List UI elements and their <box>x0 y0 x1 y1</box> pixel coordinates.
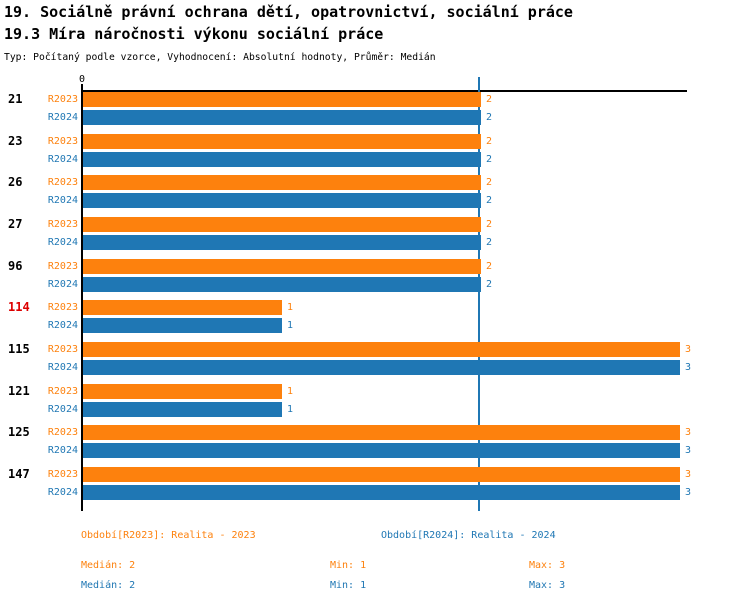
row-series-label: R2023 <box>47 219 78 230</box>
row-series-label: R2024 <box>47 279 78 290</box>
bar-value-label: 2 <box>486 94 493 105</box>
category-label: 121 <box>8 384 30 398</box>
category-label: 147 <box>8 467 30 481</box>
bar-value-label: 2 <box>486 261 493 272</box>
category-label: 115 <box>8 342 30 356</box>
bar-value-label: 3 <box>685 445 692 456</box>
category-label: 27 <box>8 217 23 231</box>
row-series-label: R2024 <box>47 487 78 498</box>
row-series-label: R2023 <box>47 469 78 480</box>
bar-value-label: 3 <box>685 344 692 355</box>
bar-r2024-114 <box>83 318 282 333</box>
bar-r2024-27 <box>83 235 481 250</box>
bar-value-label: 2 <box>486 195 493 206</box>
legend-period-r2023: Období[R2023]: Realita - 2023 <box>81 530 256 541</box>
bar-r2024-147 <box>83 485 680 500</box>
row-series-label: R2023 <box>47 136 78 147</box>
bar-value-label: 1 <box>287 320 294 331</box>
bar-r2023-96 <box>83 259 481 274</box>
bar-value-label: 2 <box>486 154 493 165</box>
legend-r2023-max: Max: 3 <box>529 560 566 571</box>
x-axis-zero-tick <box>81 84 83 90</box>
category-label: 114 <box>8 300 30 314</box>
bar-r2024-21 <box>83 110 481 125</box>
bar-value-label: 1 <box>287 386 294 397</box>
legend-r2024-median: Medián: 2 <box>81 580 136 591</box>
bar-value-label: 3 <box>685 427 692 438</box>
row-series-label: R2024 <box>47 404 78 415</box>
row-series-label: R2023 <box>47 344 78 355</box>
bar-value-label: 2 <box>486 219 493 230</box>
category-label: 23 <box>8 134 23 148</box>
x-axis-top-line <box>81 90 687 92</box>
row-series-label: R2023 <box>47 94 78 105</box>
median-reference-line <box>478 77 480 511</box>
bar-value-label: 2 <box>486 112 493 123</box>
bar-r2023-121 <box>83 384 282 399</box>
chart-meta-line: Typ: Počítaný podle vzorce, Vyhodnocení:… <box>4 52 436 63</box>
bar-r2024-115 <box>83 360 680 375</box>
bar-r2024-23 <box>83 152 481 167</box>
category-label: 96 <box>8 259 23 273</box>
bar-r2024-125 <box>83 443 680 458</box>
row-series-label: R2023 <box>47 427 78 438</box>
bar-r2023-114 <box>83 300 282 315</box>
bar-value-label: 2 <box>486 279 493 290</box>
bar-r2023-125 <box>83 425 680 440</box>
row-series-label: R2024 <box>47 237 78 248</box>
bar-r2024-121 <box>83 402 282 417</box>
bar-value-label: 3 <box>685 362 692 373</box>
row-series-label: R2023 <box>47 386 78 397</box>
row-series-label: R2024 <box>47 362 78 373</box>
legend-r2024-min: Min: 1 <box>330 580 367 591</box>
legend-r2023-min: Min: 1 <box>330 560 367 571</box>
bar-value-label: 3 <box>685 487 692 498</box>
bar-value-label: 2 <box>486 177 493 188</box>
bar-value-label: 3 <box>685 469 692 480</box>
bar-r2023-26 <box>83 175 481 190</box>
chart-title-line2: 19.3 Míra náročnosti výkonu sociální prá… <box>4 25 384 43</box>
row-series-label: R2024 <box>47 445 78 456</box>
x-axis-zero-label: 0 <box>78 74 86 85</box>
legend-r2023-median: Medián: 2 <box>81 560 136 571</box>
row-series-label: R2024 <box>47 320 78 331</box>
row-series-label: R2023 <box>47 302 78 313</box>
legend-r2024-max: Max: 3 <box>529 580 566 591</box>
bar-r2023-147 <box>83 467 680 482</box>
bar-r2023-27 <box>83 217 481 232</box>
bar-r2024-96 <box>83 277 481 292</box>
bar-r2023-21 <box>83 92 481 107</box>
row-series-label: R2024 <box>47 154 78 165</box>
category-label: 26 <box>8 175 23 189</box>
legend-period-r2024: Období[R2024]: Realita - 2024 <box>381 530 556 541</box>
bar-value-label: 2 <box>486 136 493 147</box>
row-series-label: R2024 <box>47 195 78 206</box>
bar-r2023-115 <box>83 342 680 357</box>
bar-value-label: 2 <box>486 237 493 248</box>
row-series-label: R2024 <box>47 112 78 123</box>
row-series-label: R2023 <box>47 261 78 272</box>
category-label: 125 <box>8 425 30 439</box>
row-series-label: R2023 <box>47 177 78 188</box>
chart-title-line1: 19. Sociálně právní ochrana dětí, opatro… <box>4 3 573 21</box>
bar-r2024-26 <box>83 193 481 208</box>
y-axis-line <box>81 90 83 511</box>
bar-value-label: 1 <box>287 404 294 415</box>
category-label: 21 <box>8 92 23 106</box>
bar-r2023-23 <box>83 134 481 149</box>
bar-value-label: 1 <box>287 302 294 313</box>
